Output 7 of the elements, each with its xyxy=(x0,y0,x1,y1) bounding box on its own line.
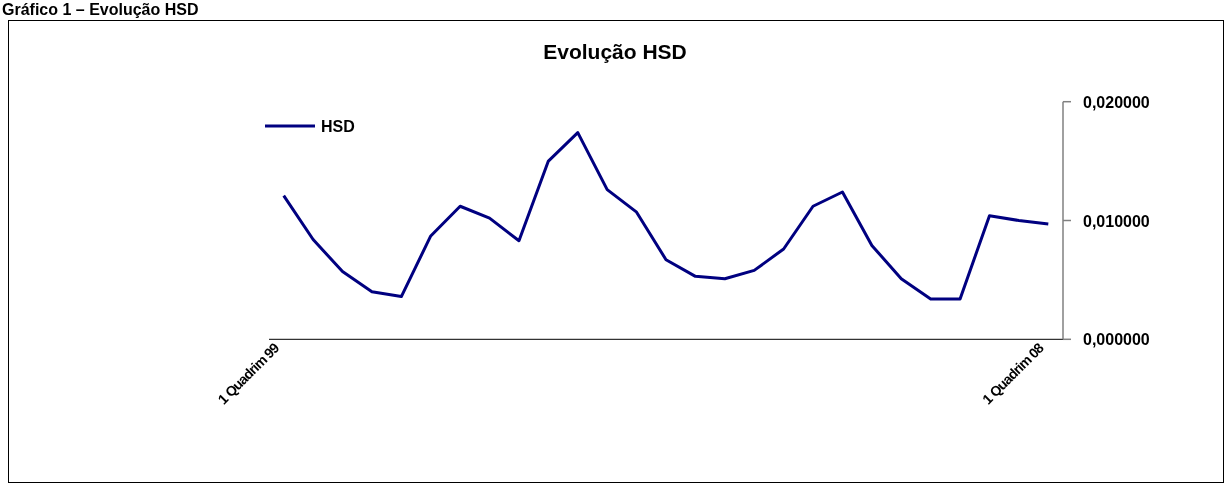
chart-title: Evolução HSD xyxy=(543,40,687,63)
y-tick-label: 0,010000 xyxy=(1083,212,1150,230)
text: Gráfico 1 – Evolução HSD xyxy=(2,1,199,18)
line-series xyxy=(282,131,1050,301)
y-tick-label: 0,020000 xyxy=(1083,93,1150,111)
legend-label: HSD xyxy=(321,118,355,135)
y-tick-label: 0,000000 xyxy=(1083,331,1150,349)
